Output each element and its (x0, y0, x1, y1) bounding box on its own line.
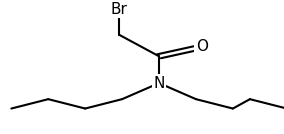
Text: O: O (196, 39, 208, 54)
Text: Br: Br (111, 2, 128, 17)
Text: N: N (153, 76, 165, 91)
